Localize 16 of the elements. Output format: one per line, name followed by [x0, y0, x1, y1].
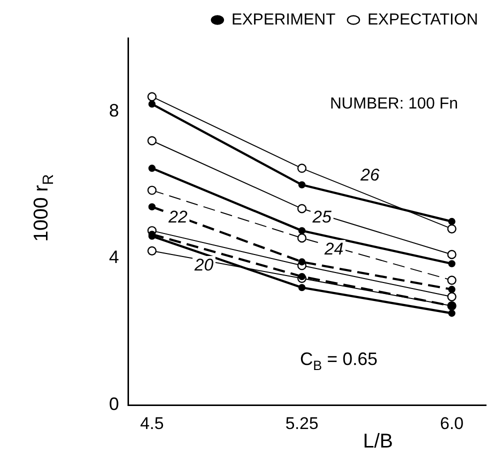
- annotation: 20: [194, 256, 214, 275]
- x-tick-label: 6.0: [440, 414, 464, 433]
- legend-label: EXPERIMENT: [231, 11, 336, 28]
- x-axis-title: L/B: [362, 430, 394, 453]
- y-tick-label: 0: [108, 394, 119, 414]
- annotation: NUMBER: 100 Fn: [330, 95, 458, 112]
- legend-label: EXPECTATION: [367, 11, 478, 28]
- y-axis-title: 1000 rR: [30, 174, 58, 242]
- x-tick-label: 5.25: [285, 414, 318, 433]
- annotation: 25: [312, 208, 332, 227]
- annotation: 24: [324, 240, 344, 259]
- y-tick-label: 8: [108, 100, 119, 120]
- annotation: 22: [168, 208, 188, 227]
- y-tick-label: 4: [108, 247, 119, 268]
- x-tick-label: 4.5: [140, 414, 164, 433]
- annotation: 26: [360, 166, 380, 185]
